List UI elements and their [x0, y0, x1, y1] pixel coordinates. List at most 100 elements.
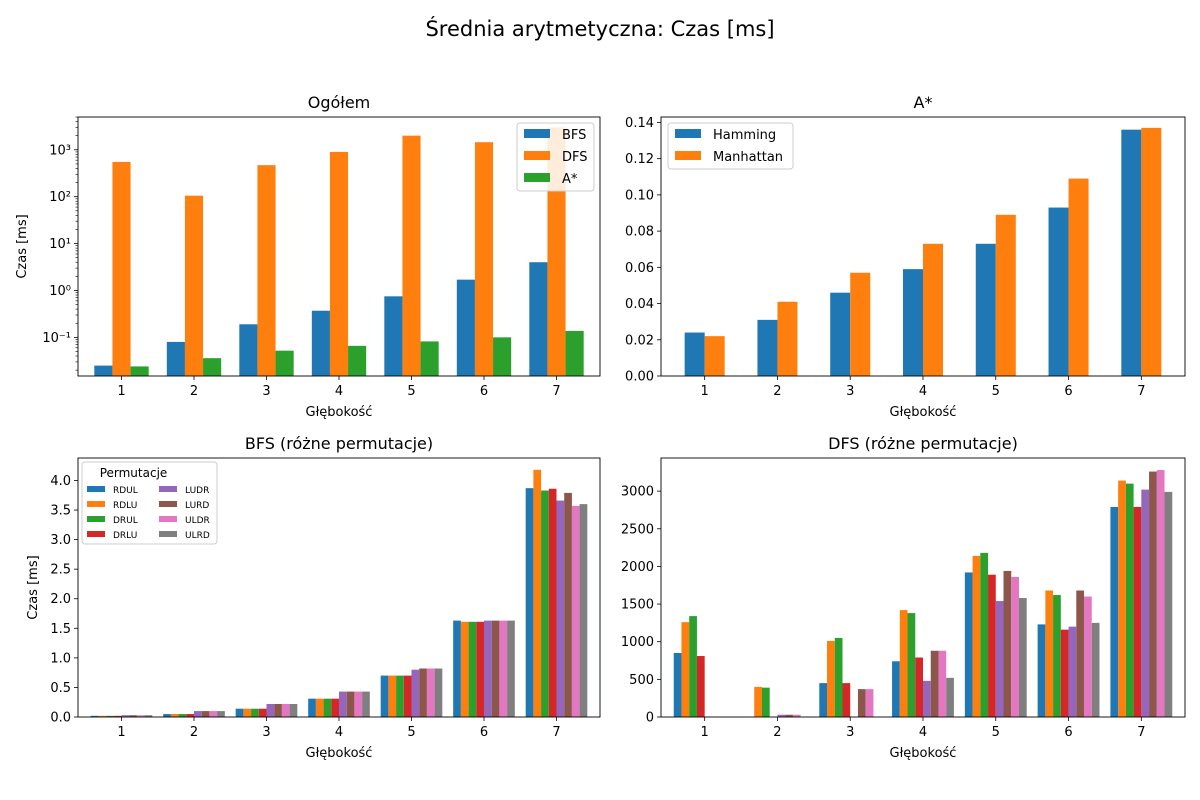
x-tick-label: 3 [262, 384, 270, 399]
chart-title: DFS (różne permutacje) [828, 434, 1018, 453]
bar-uldr-7 [1156, 470, 1165, 717]
bar-drul-1 [106, 715, 114, 717]
bar-uldr-3 [281, 703, 290, 717]
legend-label: RDLU [113, 501, 137, 511]
bar-bfs-2 [166, 341, 185, 376]
y-tick-label: 2.0 [50, 592, 71, 607]
bar-ulrd-7 [579, 504, 588, 717]
y-tick-label: 10³ [49, 143, 71, 158]
bar-ulrd-1 [144, 715, 153, 717]
bar-hamming-2 [757, 319, 778, 376]
legend: Permutacje RDUL RDLU DRUL DRLU LUDR LURD ULDR UL… [81, 461, 218, 545]
bar-rdlu-2 [170, 714, 179, 717]
x-tick-label: 7 [552, 384, 560, 399]
x-tick-label: 5 [992, 725, 1000, 740]
bar-lurd-4 [930, 650, 939, 717]
legend: BFS DFS A* [516, 122, 595, 192]
bar-ulrd-7 [1164, 491, 1173, 717]
bar-rdlu-6 [1045, 590, 1054, 717]
y-tick-label: 10⁰ [49, 284, 71, 299]
legend-label: LURD [185, 501, 209, 511]
x-tick-label: 1 [701, 725, 709, 740]
bar-dfs-3 [257, 165, 276, 376]
bar-bfs-3 [239, 324, 258, 376]
chart-title: A* [914, 93, 933, 112]
bar-drlu-3 [842, 683, 851, 717]
bar-ulrd-4 [362, 691, 370, 717]
legend-swatch [159, 516, 177, 522]
chart-3: 1 2 3 4 5 6 7 0.0 0.5 1.0 1.5 2.0 2.5 3.0 3.5 4.0 BFS (r… [26, 434, 601, 761]
bar-ludr-5 [995, 601, 1004, 717]
y-tick-label: 10⁻¹ [42, 331, 71, 346]
bar-dfs-6 [474, 142, 494, 376]
bar-drlu-1 [696, 656, 705, 717]
bar-uldr-4 [938, 650, 947, 717]
bar-drlu-1 [113, 715, 122, 717]
bar-ludr-7 [556, 500, 565, 717]
bar-ulrd-6 [507, 620, 515, 717]
bar-lurd-7 [1149, 471, 1157, 717]
bar-lurd-1 [129, 715, 137, 717]
chart-title: Ogółem [308, 93, 371, 112]
bar-lurd-3 [857, 689, 866, 717]
bar-rdul-7 [525, 488, 534, 717]
bar-a-3 [275, 350, 294, 376]
bar-dfs-5 [402, 135, 421, 376]
legend-swatch [675, 151, 701, 160]
y-tick-label: 0 [646, 711, 654, 726]
y-tick-label: 1.0 [50, 651, 71, 666]
bar-dfs-4 [329, 151, 349, 376]
bar-rdul-4 [308, 698, 316, 717]
bar-lurd-6 [1076, 590, 1085, 717]
legend-swatch [159, 501, 177, 507]
x-axis-label: Głębokość [890, 746, 957, 761]
y-tick-label: 500 [629, 673, 654, 688]
legend-swatch [159, 486, 177, 492]
bar-drul-3 [834, 637, 843, 717]
bar-manhattan-7 [1141, 127, 1162, 377]
bar-rdul-2 [163, 714, 171, 717]
bar-drlu-4 [915, 657, 923, 717]
legend-label: Manhattan [713, 150, 783, 165]
x-tick-label: 7 [1137, 725, 1145, 740]
bar-hamming-4 [902, 269, 923, 376]
y-tick-label: 0.10 [625, 188, 654, 203]
bar-drlu-6 [476, 621, 484, 717]
bar-drul-2 [178, 714, 187, 717]
bar-hamming-6 [1048, 207, 1069, 376]
bar-a-1 [130, 366, 149, 376]
bar-rdul-7 [1110, 506, 1119, 717]
y-tick-label: 0.5 [50, 681, 71, 696]
bar-ludr-2 [777, 714, 786, 717]
bar-rdlu-3 [243, 708, 252, 717]
bar-a-5 [420, 341, 439, 376]
x-tick-label: 4 [335, 384, 343, 399]
x-tick-label: 1 [117, 725, 125, 740]
x-axis-label: Głębokość [890, 405, 957, 420]
y-tick-label: 0.12 [625, 152, 654, 167]
bar-ludr-1 [121, 715, 130, 717]
bar-ludr-4 [339, 691, 347, 717]
bar-rdlu-3 [827, 640, 835, 717]
x-tick-label: 2 [190, 725, 198, 740]
y-tick-label: 4.0 [50, 474, 71, 489]
y-tick-label: 10² [49, 190, 71, 205]
x-axis-label: Głębokość [306, 746, 373, 761]
bar-ulrd-3 [289, 703, 298, 717]
bar-lurd-2 [785, 714, 793, 717]
bar-uldr-5 [1011, 576, 1019, 717]
bar-rdlu-4 [315, 698, 324, 717]
bar-a-6 [493, 337, 512, 376]
y-tick-label: 3.0 [50, 533, 71, 548]
bar-a-4 [348, 345, 367, 376]
bar-lurd-5 [419, 668, 427, 717]
bar-drul-5 [396, 675, 404, 717]
y-tick-label: 0.08 [625, 225, 654, 240]
legend-swatch [524, 129, 550, 138]
bar-hamming-7 [1121, 129, 1142, 376]
bar-hamming-1 [684, 332, 705, 376]
bar-lurd-2 [201, 711, 210, 717]
y-tick-label: 2500 [621, 522, 654, 537]
legend-label: ULDR [185, 516, 210, 526]
bar-ludr-7 [1141, 489, 1150, 717]
